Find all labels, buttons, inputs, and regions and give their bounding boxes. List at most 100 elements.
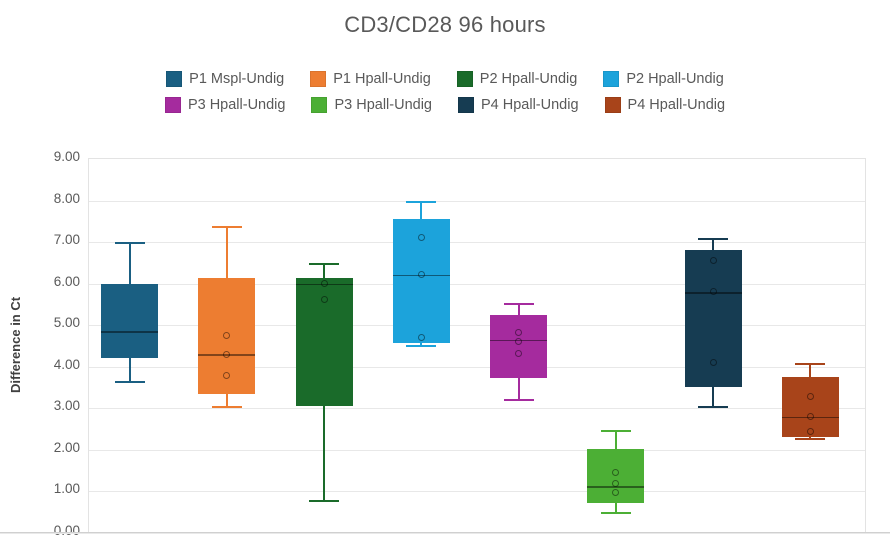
whisker-cap-upper — [309, 262, 340, 265]
data-point — [612, 469, 620, 477]
box-plot-1[interactable] — [89, 159, 865, 532]
legend-label: P2 Hpall-Undig — [626, 71, 724, 87]
y-axis-tick-label: 8.00 — [53, 190, 80, 206]
data-point — [709, 359, 717, 367]
data-point — [806, 393, 814, 401]
y-axis-tick-label: 0.00 — [53, 523, 80, 538]
x-axis-line — [0, 532, 890, 533]
legend-swatch-icon — [311, 97, 328, 113]
y-axis-tick-label: 4.00 — [53, 356, 80, 372]
data-point — [612, 488, 620, 496]
legend-swatch-icon — [310, 71, 327, 87]
data-point — [612, 479, 620, 487]
whisker-cap-lower — [309, 499, 340, 502]
whisker-cap-lower — [503, 398, 534, 401]
whisker-cap-upper — [503, 303, 534, 306]
x-axis-line-shadow — [0, 533, 890, 534]
legend-item[interactable]: P2 Hpall-Undig — [456, 71, 577, 87]
gridline — [89, 408, 865, 410]
whisker-lower — [517, 378, 520, 401]
y-axis-title: Difference in Ct — [8, 296, 23, 393]
whisker-cap-lower — [211, 406, 242, 409]
plot-area — [88, 158, 866, 534]
whisker-cap-upper — [114, 242, 145, 245]
legend-item[interactable]: P3 Hpall-Undig — [311, 97, 432, 113]
legend-swatch-icon — [456, 71, 473, 87]
box-plot-6[interactable] — [89, 159, 865, 532]
whisker-lower — [128, 358, 131, 383]
box-plot-5[interactable] — [89, 159, 865, 532]
median-line — [587, 486, 645, 489]
gridline — [89, 325, 865, 327]
legend-row: P1 Mspl-Undig P1 Hpall-Undig P2 Hpall-Undi… — [0, 66, 890, 92]
y-axis-tick-label: 5.00 — [53, 315, 80, 331]
whisker-upper — [420, 200, 423, 220]
y-axis-tick-label: 6.00 — [53, 273, 80, 289]
legend-label: P4 Hpall-Undig — [627, 97, 726, 113]
legend-swatch-icon — [458, 97, 474, 113]
y-axis-tick-label: 3.00 — [53, 398, 80, 414]
whisker-cap-upper — [600, 429, 631, 432]
whisker-cap-upper — [698, 237, 729, 240]
data-point — [515, 349, 523, 357]
data-point — [223, 350, 231, 358]
data-point — [320, 295, 328, 303]
y-axis-tick-label: 2.00 — [53, 439, 80, 455]
data-point — [806, 413, 814, 421]
box-body — [490, 314, 548, 379]
box-body — [101, 283, 159, 359]
gridline — [89, 283, 865, 285]
chart-title: CD3/CD28 96 hours — [344, 12, 546, 37]
whisker-lower — [614, 503, 617, 515]
data-point — [417, 271, 425, 279]
box-body — [587, 449, 645, 504]
whisker-upper — [712, 237, 715, 251]
data-point — [709, 288, 717, 296]
legend-item[interactable]: P4 Hpall-Undig — [604, 97, 726, 113]
box-plot-7[interactable] — [89, 159, 865, 532]
whisker-upper — [323, 262, 326, 279]
legend-swatch-icon — [603, 71, 620, 87]
legend-label: P3 Hpall-Undig — [187, 97, 286, 113]
legend-item[interactable]: P1 Hpall-Undig — [310, 71, 431, 87]
gridline — [89, 242, 865, 244]
mean-marker-icon — [802, 402, 818, 418]
gridline — [89, 449, 865, 451]
gridline — [89, 200, 865, 202]
whisker-lower — [225, 393, 228, 409]
legend-item[interactable]: P3 Hpall-Undig — [164, 97, 286, 113]
whisker-cap-lower — [698, 405, 729, 408]
whisker-cap-lower — [600, 512, 631, 515]
whisker-cap-lower — [795, 437, 826, 440]
data-point — [515, 338, 523, 346]
whisker-upper — [809, 362, 812, 378]
legend-swatch-icon — [164, 97, 181, 113]
legend-label: P1 Hpall-Undig — [333, 71, 431, 87]
data-point — [223, 332, 231, 340]
data-point — [806, 427, 814, 435]
data-point — [320, 280, 328, 288]
legend-item[interactable]: P2 Hpall-Undig — [603, 71, 724, 87]
y-axis-tick-label: 1.00 — [53, 481, 80, 497]
gridline — [89, 366, 865, 368]
data-point — [417, 234, 425, 242]
whisker-upper — [225, 226, 228, 279]
data-point — [417, 334, 425, 342]
box-plot-4[interactable] — [89, 159, 865, 532]
whisker-upper — [614, 429, 617, 450]
y-axis-tick-label: 9.00 — [53, 149, 80, 164]
median-line — [101, 331, 159, 334]
legend-item[interactable]: P1 Mspl-Undig — [166, 71, 284, 87]
data-point — [515, 329, 523, 337]
box-body — [781, 377, 839, 438]
legend-label: P3 Hpall-Undig — [334, 97, 432, 113]
legend-item[interactable]: P4 Hpall-Undig — [458, 97, 579, 113]
box-plot-3[interactable] — [89, 159, 865, 532]
whisker-cap-upper — [406, 200, 437, 203]
whisker-cap-upper — [795, 362, 826, 365]
whisker-upper — [517, 303, 520, 315]
legend-row: P3 Hpall-Undig P3 Hpall-Undig P4 Hpall-Und… — [0, 92, 890, 118]
box-plot-8[interactable] — [89, 159, 865, 532]
box-plot-2[interactable] — [89, 159, 865, 532]
